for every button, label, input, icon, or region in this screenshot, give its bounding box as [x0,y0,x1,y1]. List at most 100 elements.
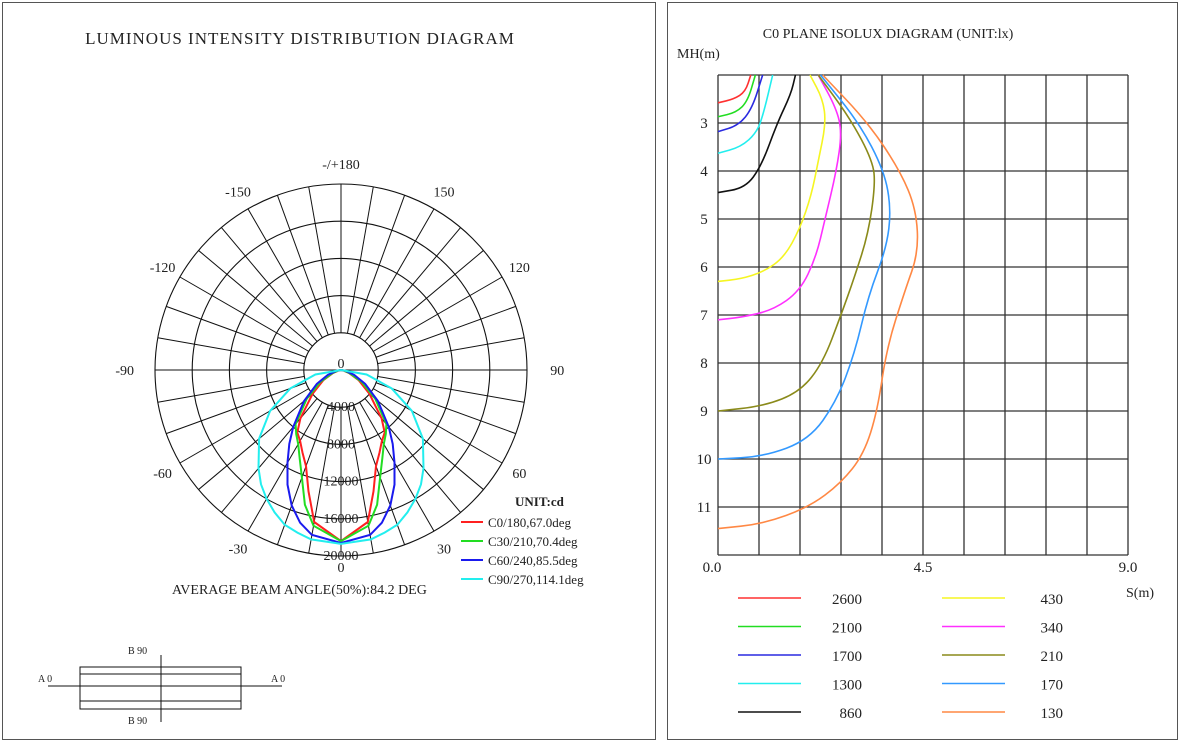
polar-radial-line [276,404,329,545]
a-axis-label: A 0 [271,674,285,685]
x-tick-label: 9.0 [1119,560,1138,576]
a-axis-label: A 0 [38,674,52,685]
polar-radial-line [157,337,305,365]
angle-label: -90 [115,364,134,379]
polar-title: LUMINOUS INTENSITY DISTRIBUTION DIAGRAM [85,29,515,48]
legend-label: C30/210,70.4deg [488,534,578,549]
isolux-legend-label: 340 [1041,621,1064,637]
y-tick-label: 6 [700,260,708,276]
radial-tick-label: 12000 [324,475,359,490]
b-axis-label: B 90 [128,646,147,657]
y-axis-label: MH(m) [677,47,720,62]
radial-tick-label: 16000 [324,512,359,527]
polar-radial-line [375,305,516,358]
polar-radial-line [166,382,307,435]
y-tick-label: 8 [700,356,708,372]
polar-radial-line [247,401,323,532]
isolux-legend-label: 1300 [832,678,862,694]
isolux-legend-label: 860 [840,706,863,722]
angle-label: -/+180 [322,158,359,173]
isolux-curve-2100 [717,74,757,118]
polar-radial-line [369,250,484,347]
isolux-curve-1300 [717,74,774,155]
polar-radial-line [377,375,525,403]
polar-radial-line [276,195,329,336]
polar-chart: 0 4000 8000 12000 16000 20000 -/+180 150 -150 120… [38,158,584,727]
polar-radial-line [359,208,435,339]
beam-angle-text: AVERAGE BEAM ANGLE(50%):84.2 DEG [172,583,427,598]
polar-radial-line [221,227,318,342]
isolux-panel [667,2,1178,740]
intensity-distribution-panel [2,2,656,740]
isolux-legend-label: 2100 [832,621,862,637]
b-axis-label: B 90 [128,716,147,727]
polar-radial-line [308,406,336,554]
y-tick-label: 7 [700,308,708,324]
isolux-legend-label: 2600 [832,592,862,608]
polar-series-3 [257,369,425,545]
y-tick-label: 4 [700,164,708,180]
y-tick-label: 11 [697,500,711,516]
angle-label: -30 [229,542,248,557]
radial-tick-label: 20000 [324,549,359,564]
polar-radial-line [308,186,336,334]
polar-radial-line [372,388,503,464]
isolux-curve-430 [717,74,826,283]
y-tick-label: 3 [700,116,708,132]
angle-label: -120 [150,261,176,276]
angle-label: 120 [509,261,530,276]
unit-label: UNIT:cd [515,494,565,509]
polar-radial-line [353,404,406,545]
polar-radial-line [247,208,323,339]
polar-radial-line [369,393,484,490]
radial-tick-label: 4000 [327,400,355,415]
legend-label: C90/270,114.1deg [488,572,584,587]
isolux-title: C0 PLANE ISOLUX DIAGRAM (UNIT:lx) [763,27,1014,42]
y-tick-label: 10 [697,452,712,468]
isolux-legend-label: 210 [1041,649,1064,665]
isolux-legend-label: 170 [1041,678,1064,694]
polar-radial-line [377,337,525,365]
angle-label: 0 [338,561,345,576]
polar-radial-line [346,186,374,334]
isolux-chart: 3 4 5 6 7 8 9 10 11 0.0 4.5 9.0 MH(m) S(m) 2600 2100 170… [677,47,1154,722]
isolux-curve-170 [717,74,891,460]
polar-radial-line [372,276,503,352]
polar-radial-line [364,227,461,342]
polar-radial-line [166,305,307,358]
radial-tick-label: 0 [338,357,345,372]
isolux-curve-1700 [717,74,764,133]
x-tick-label: 0.0 [703,560,722,576]
isolux-legend-label: 430 [1041,592,1064,608]
isolux-curve-860 [717,74,797,194]
angle-label: 150 [434,186,455,201]
polar-radial-line [198,250,313,347]
y-tick-label: 9 [700,404,708,420]
isolux-curve-340 [717,74,842,321]
polar-radial-line [179,388,310,464]
isolux-curve-2600 [717,74,752,104]
angle-label: -60 [153,467,172,482]
polar-radial-line [359,401,435,532]
angle-label: 90 [550,364,564,379]
polar-radial-line [179,276,310,352]
x-tick-label: 4.5 [914,560,933,576]
isolux-curve-210 [717,74,876,412]
angle-label: 60 [512,467,526,482]
polar-radial-line [375,382,516,435]
isolux-legend-label: 1700 [832,649,862,665]
radial-tick-label: 8000 [327,437,355,452]
isolux-legend-label: 130 [1041,706,1064,722]
angle-label: 30 [437,542,451,557]
polar-radial-line [157,375,305,403]
polar-radial-line [198,393,313,490]
x-axis-label: S(m) [1126,586,1154,601]
angle-label: -150 [225,186,251,201]
polar-radial-line [346,406,374,554]
isolux-curve-130 [717,74,919,530]
polar-radial-line [353,195,406,336]
y-tick-label: 5 [700,212,708,228]
legend-label: C60/240,85.5deg [488,553,578,568]
legend-label: C0/180,67.0deg [488,515,572,530]
